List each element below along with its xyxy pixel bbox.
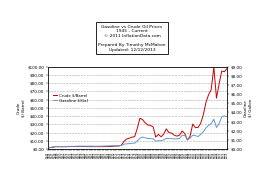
Crude $/Barrel: [223, 71, 226, 73]
Gasoline $/Gal: [149, 138, 152, 140]
Gasoline $/Gal: [46, 146, 49, 149]
Crude $/Barrel: [149, 124, 152, 126]
Crude $/Barrel: [107, 145, 110, 148]
Gasoline $/Gal: [59, 145, 62, 148]
Gasoline $/Gal: [107, 145, 110, 147]
Crude $/Barrel: [225, 67, 229, 70]
Crude $/Barrel: [212, 66, 215, 68]
Gasoline $/Gal: [80, 145, 83, 147]
Gasoline $/Gal: [225, 116, 229, 118]
Line: Gasoline $/Gal: Gasoline $/Gal: [48, 116, 227, 148]
Crude $/Barrel: [46, 147, 49, 149]
Line: Crude $/Barrel: Crude $/Barrel: [48, 67, 227, 148]
Gasoline $/Gal: [104, 145, 107, 147]
Y-axis label: Gasoline
$/ Gallon: Gasoline $/ Gallon: [244, 99, 252, 117]
Crude $/Barrel: [59, 146, 62, 148]
Legend: Crude $/Barrel, Gasoline $/Gal: Crude $/Barrel, Gasoline $/Gal: [51, 92, 89, 104]
Crude $/Barrel: [104, 145, 107, 148]
Gasoline $/Gal: [220, 116, 223, 118]
Text: Gasoline vs Crude Oil Prices
1945 - Current
© 2011 InflationData.com

Prepared B: Gasoline vs Crude Oil Prices 1945 - Curr…: [98, 25, 166, 52]
Gasoline $/Gal: [223, 115, 226, 117]
Crude $/Barrel: [80, 145, 83, 148]
Y-axis label: Crude
$/ Barrel: Crude $/ Barrel: [17, 99, 26, 117]
